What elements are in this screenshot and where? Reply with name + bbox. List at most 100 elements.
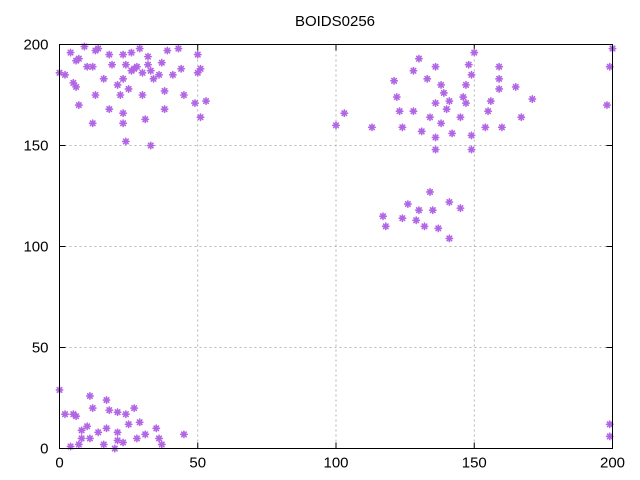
marker-stroke [158, 59, 165, 66]
data-point [431, 99, 440, 108]
data-point [190, 99, 199, 108]
data-point [116, 91, 125, 99]
data-point [113, 80, 122, 89]
marker-stroke [424, 75, 431, 82]
data-point [72, 412, 81, 421]
data-point [177, 64, 186, 73]
marker-stroke [449, 130, 456, 137]
data-point [105, 105, 114, 114]
data-point [331, 121, 341, 130]
data-point [155, 70, 164, 79]
marker-stroke [136, 419, 143, 426]
data-point [121, 410, 130, 419]
marker-stroke [432, 63, 439, 70]
y-tick-label: 200 [23, 37, 48, 54]
marker-stroke [194, 69, 201, 76]
marker-stroke [89, 405, 96, 412]
marker-stroke [410, 108, 417, 115]
marker-stroke [462, 100, 470, 107]
data-point [179, 91, 188, 99]
data-point [74, 101, 83, 110]
marker-stroke [131, 405, 138, 412]
marker-stroke [144, 61, 152, 68]
data-point [193, 68, 202, 77]
marker-stroke [197, 65, 204, 72]
data-point [414, 54, 423, 63]
data-point [113, 436, 122, 445]
data-point [528, 95, 537, 104]
marker-stroke [114, 437, 121, 444]
marker-stroke [465, 61, 472, 68]
data-point [392, 93, 401, 102]
marker-stroke [122, 411, 129, 418]
data-point [113, 428, 122, 437]
data-point [160, 105, 169, 114]
marker-stroke [410, 67, 417, 74]
marker-stroke [529, 95, 536, 103]
data-point [85, 391, 94, 400]
marker-stroke [399, 124, 406, 131]
marker-stroke [144, 53, 152, 60]
marker-stroke [100, 75, 107, 82]
marker-stroke [89, 120, 96, 127]
data-point [431, 145, 440, 154]
marker-stroke [120, 439, 127, 446]
marker-stroke [95, 429, 102, 436]
marker-stroke [86, 435, 93, 442]
data-point [132, 434, 141, 443]
marker-stroke [103, 425, 110, 432]
data-point [414, 206, 423, 215]
marker-stroke [133, 435, 140, 442]
marker-stroke [106, 51, 113, 58]
marker-stroke [106, 106, 113, 113]
marker-stroke [84, 63, 91, 70]
marker-stroke [415, 55, 423, 62]
data-point [157, 440, 166, 449]
x-tick-label: 0 [55, 455, 63, 472]
marker-stroke [125, 85, 132, 93]
data-point [467, 70, 476, 79]
marker-stroke [606, 63, 613, 70]
data-point [94, 428, 103, 437]
data-point [426, 187, 435, 196]
data-point [135, 418, 144, 427]
data-point [461, 99, 470, 108]
marker-stroke [512, 83, 519, 90]
marker-stroke [114, 81, 121, 88]
data-point [467, 145, 476, 154]
marker-stroke [426, 188, 434, 196]
data-point [517, 113, 526, 122]
data-point [74, 54, 83, 63]
marker-stroke [103, 396, 110, 404]
data-point [132, 62, 141, 71]
data-point [448, 129, 457, 138]
marker-stroke [603, 102, 611, 109]
data-point [124, 84, 133, 93]
data-points [55, 42, 617, 453]
data-point [149, 74, 158, 83]
data-point [88, 62, 97, 71]
marker-stroke [92, 91, 99, 99]
y-tick-label: 0 [40, 441, 48, 458]
data-point [431, 133, 440, 142]
marker-stroke [396, 108, 403, 115]
marker-stroke [178, 65, 185, 72]
data-point [445, 198, 454, 207]
marker-stroke [89, 63, 96, 70]
data-point [83, 422, 92, 431]
marker-stroke [142, 116, 149, 123]
plot-frame [59, 44, 613, 449]
marker-stroke [153, 425, 160, 432]
data-point [119, 74, 128, 83]
marker-stroke [202, 97, 210, 105]
data-point [470, 48, 479, 57]
data-point [66, 442, 75, 451]
marker-stroke [379, 213, 387, 220]
marker-stroke [139, 69, 146, 76]
marker-stroke [114, 429, 121, 436]
data-point [605, 62, 614, 71]
data-point [497, 123, 506, 132]
data-point [381, 222, 390, 231]
data-point [417, 127, 426, 136]
marker-stroke [393, 93, 400, 101]
